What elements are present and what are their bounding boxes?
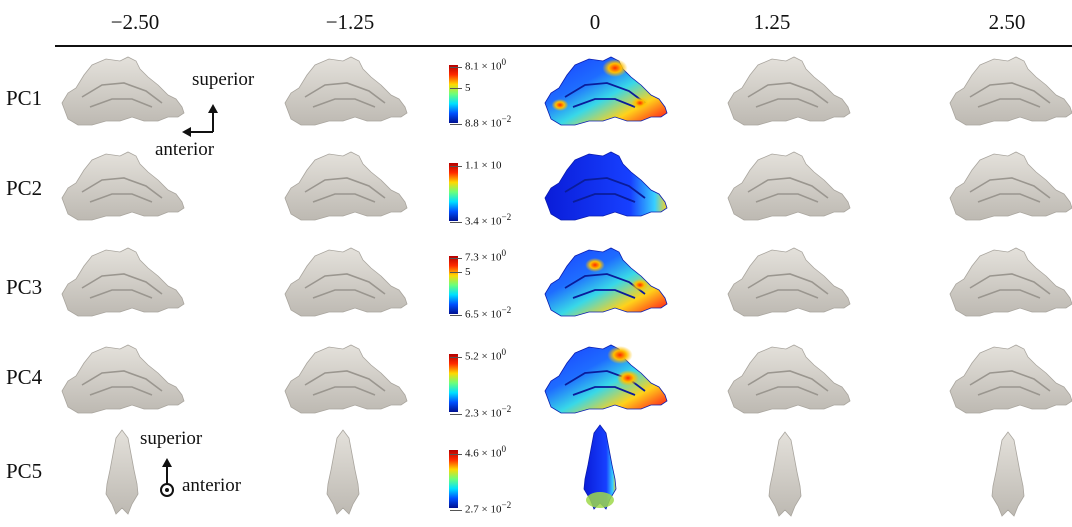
heatmap-hotspot <box>616 370 640 386</box>
orientation-anterior-label: anterior <box>182 475 242 496</box>
colorbar-max-label: 5.2 × 100 <box>450 347 506 363</box>
nasal-shape-side <box>949 247 1072 317</box>
row-label-pc2: PC2 <box>6 176 43 200</box>
colorbar-max-label: 1.1 × 10 <box>450 156 501 172</box>
heatmap-hotspot <box>602 59 628 77</box>
nasal-shape-side <box>727 344 851 414</box>
nasal-shape-heatmap <box>544 344 668 414</box>
heatmap-hotspot <box>586 492 614 508</box>
nasal-shape-fold <box>969 273 1051 299</box>
orientation-axes-top <box>160 458 174 497</box>
nasal-shape-fold <box>81 82 163 108</box>
colorbar-min-label: 8.8 × 10−2 <box>450 114 511 130</box>
heatmap-hotspot <box>607 346 633 364</box>
nasal-shape-side <box>284 56 408 126</box>
colorbar-min-label: 6.5 × 10−2 <box>450 305 511 321</box>
nasal-shape-side <box>949 151 1072 221</box>
orientation-superior-label: superior <box>192 69 255 90</box>
row-label-pc4: PC4 <box>6 365 43 389</box>
nasal-shape-side <box>61 56 185 126</box>
colorbar-min-label: 2.7 × 10−2 <box>450 500 511 516</box>
nasal-shape-side <box>727 56 851 126</box>
nasal-shape-fold <box>564 177 646 203</box>
nasal-shape-fold <box>81 370 163 396</box>
colorbar <box>449 256 458 314</box>
colorbar-min-label: 3.4 × 10−2 <box>450 212 511 228</box>
arrow-up-icon <box>208 104 218 113</box>
nasal-shape-side <box>727 247 851 317</box>
colorbar <box>449 163 458 221</box>
nasal-shape-side <box>284 344 408 414</box>
out-of-plane-icon <box>165 488 169 492</box>
nasal-shape-top <box>991 431 1025 517</box>
nasal-shape-fold <box>969 82 1051 108</box>
column-header: −2.50 <box>110 10 160 34</box>
nasal-shape-side <box>949 56 1072 126</box>
row-label-pc3: PC3 <box>6 275 43 299</box>
nasal-shape-fold <box>81 177 163 203</box>
column-header: 2.50 <box>988 10 1026 34</box>
nasal-shape-fold <box>304 370 386 396</box>
arrow-up-icon <box>162 458 172 467</box>
nasal-shape-fold <box>564 82 646 108</box>
colorbar-max-label: 4.6 × 100 <box>450 444 506 460</box>
nasal-shape-side <box>61 247 185 317</box>
orientation-anterior-label: anterior <box>155 139 215 160</box>
nasal-shape-side <box>61 151 185 221</box>
nasal-shape-side <box>61 344 185 414</box>
header-rule <box>55 45 1072 47</box>
nasal-shape-side <box>284 247 408 317</box>
nasal-shape-heatmap <box>544 151 668 221</box>
row-label-pc5: PC5 <box>6 459 43 483</box>
nasal-shape-top <box>326 429 360 515</box>
colorbar-max-label: 7.3 × 100 <box>450 248 506 264</box>
heatmap-hotspot <box>631 279 649 291</box>
colorbar-max-label: 8.1 × 100 <box>450 57 506 73</box>
heatmap-hotspot <box>551 99 569 111</box>
orientation-axes-side <box>182 104 218 137</box>
colorbar <box>449 450 458 508</box>
nasal-shape-fold <box>969 370 1051 396</box>
column-header: −1.25 <box>325 10 375 34</box>
colorbar <box>449 65 458 123</box>
colorbar-min-label: 2.3 × 10−2 <box>450 404 511 420</box>
column-header: 1.25 <box>753 10 791 34</box>
heatmap-hotspot <box>631 97 649 109</box>
nasal-shape-top <box>768 431 802 517</box>
nasal-shape-fold <box>969 177 1051 203</box>
orientation-superior-label: superior <box>140 428 203 449</box>
nasal-shape-top <box>105 429 139 515</box>
nasal-shape-fold <box>304 177 386 203</box>
nasal-shape-fold <box>747 177 829 203</box>
nasal-shape-fold <box>747 273 829 299</box>
nasal-shape-fold <box>81 273 163 299</box>
nasal-shape-side <box>284 151 408 221</box>
nasal-shape-side <box>949 344 1072 414</box>
colorbar <box>449 354 458 412</box>
nasal-shape-fold <box>747 82 829 108</box>
nasal-shape-heatmap <box>544 247 668 317</box>
heatmap-hotspot <box>585 258 605 272</box>
nasal-shape-fold <box>747 370 829 396</box>
row-label-pc1: PC1 <box>6 86 43 110</box>
arrow-left-icon <box>182 127 191 137</box>
column-header: 0 <box>589 10 601 34</box>
nasal-shape-fold <box>304 273 386 299</box>
colorbar-mid-label: 5 <box>450 266 471 278</box>
nasal-shape-side <box>727 151 851 221</box>
colorbar-mid-label: 5 <box>450 82 471 94</box>
nasal-shape-fold <box>304 82 386 108</box>
